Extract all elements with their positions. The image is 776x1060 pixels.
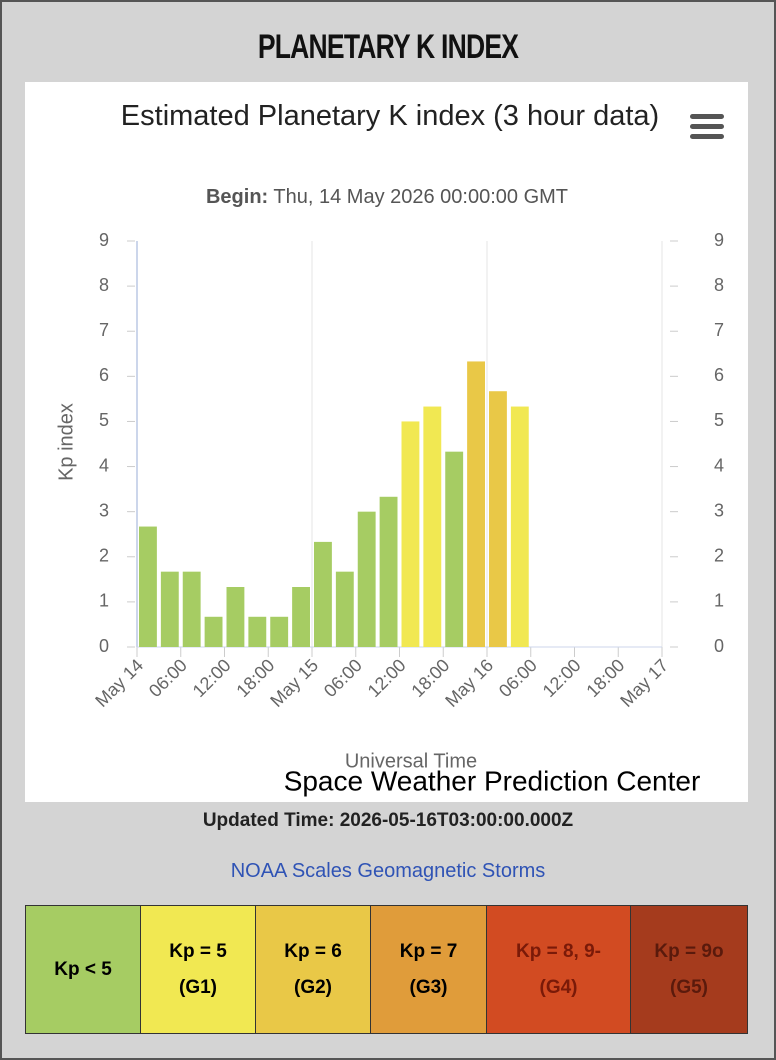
bar	[226, 587, 245, 647]
x-tick-label: 06:00	[320, 655, 366, 701]
chart-title: Estimated Planetary K index (3 hour data…	[120, 100, 660, 132]
y-tick-label: 3	[99, 500, 109, 520]
y-tick-label: 6	[99, 365, 109, 385]
bar	[182, 571, 201, 647]
x-tick-label: 12:00	[539, 655, 585, 701]
y-tick-label: 0	[99, 636, 109, 656]
y2-tick-label: 8	[714, 275, 724, 295]
x-tick-label: May 15	[266, 655, 322, 711]
updated-time: Updated Time: 2026-05-16T03:00:00.000Z	[202, 810, 574, 831]
y2-tick-label: 4	[714, 455, 724, 475]
x-tick-label: May 17	[616, 655, 672, 711]
bar	[445, 451, 464, 647]
scale-cell: Kp = 5 (G1)	[141, 906, 256, 1033]
bar	[379, 496, 398, 647]
x-tick-label: 06:00	[495, 655, 541, 701]
x-tick-label: 12:00	[189, 655, 235, 701]
y2-tick-label: 6	[714, 365, 724, 385]
bar	[335, 571, 354, 647]
x-tick-label: 06:00	[145, 655, 191, 701]
x-axis-title: Universal Time	[345, 750, 477, 772]
scale-table: Kp < 5 Kp = 5 (G1) Kp = 6 (G2) Kp = 7 (G3) K…	[25, 905, 748, 1034]
bar	[160, 571, 179, 647]
bar	[510, 406, 529, 647]
scale-cell: Kp < 5	[26, 906, 141, 1033]
scale-cell: Kp = 9o (G5)	[631, 906, 747, 1033]
bar	[270, 616, 289, 647]
bar	[357, 511, 376, 647]
bar	[489, 391, 507, 647]
bar	[423, 406, 442, 647]
x-tick-label: 12:00	[364, 655, 410, 701]
chart-panel: Begin: Thu, 14 May 2026 00:00:00 GMT Kp …	[25, 82, 748, 802]
y2-tick-label: 2	[714, 546, 724, 566]
x-tick-label: May 16	[441, 655, 497, 711]
y2-tick-label: 7	[714, 320, 724, 340]
bar	[467, 361, 485, 647]
y-tick-label: 1	[99, 591, 109, 611]
credit: Space Weather Prediction Center	[284, 765, 701, 796]
menu-button[interactable]	[690, 112, 726, 142]
scale-cell: Kp = 7 (G3)	[371, 906, 487, 1033]
bar	[248, 616, 267, 647]
begin-line: Begin: Thu, 14 May 2026 00:00:00 GMT	[206, 186, 568, 208]
scale-cell: Kp = 8, 9- (G4)	[487, 906, 631, 1033]
y2-tick-label: 0	[714, 636, 724, 656]
bar	[139, 526, 157, 647]
y-tick-label: 5	[99, 410, 109, 430]
y-tick-label: 2	[99, 546, 109, 566]
bar	[314, 541, 332, 647]
header-title: PLANETARY K INDEX	[257, 28, 519, 66]
y2-tick-label: 9	[714, 230, 724, 250]
y-tick-label: 9	[99, 230, 109, 250]
begin-label: Begin:	[206, 186, 268, 208]
y2-tick-label: 5	[714, 410, 724, 430]
y2-tick-label: 3	[714, 500, 724, 520]
y2-tick-label: 1	[714, 591, 724, 611]
bar	[292, 587, 310, 647]
begin-value: Thu, 14 May 2026 00:00:00 GMT	[273, 186, 568, 208]
y-tick-label: 8	[99, 275, 109, 295]
scale-cell: Kp = 6 (G2)	[256, 906, 371, 1033]
y-tick-label: 7	[99, 320, 109, 340]
noaa-scales-link[interactable]: NOAA Scales Geomagnetic Storms	[230, 860, 546, 882]
y-tick-label: 4	[99, 455, 109, 475]
bar	[204, 616, 223, 647]
chart: Begin: Thu, 14 May 2026 00:00:00 GMT Kp …	[55, 186, 724, 796]
x-tick-label: May 14	[91, 655, 147, 711]
y-axis-title: Kp index	[55, 403, 77, 481]
bar	[401, 421, 420, 647]
